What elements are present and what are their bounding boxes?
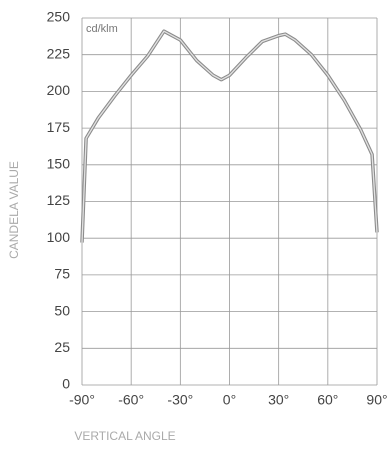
y-tick-label: 225 xyxy=(47,45,71,61)
y-axis-label: CANDELA VALUE xyxy=(7,161,21,259)
x-tick-label: 0° xyxy=(223,392,236,408)
y-tick-label: 75 xyxy=(54,266,70,282)
y-tick-label: 150 xyxy=(47,156,71,172)
x-tick-label: 90° xyxy=(366,392,387,408)
x-axis-label: VERTICAL ANGLE xyxy=(74,429,175,443)
y-tick-label: 0 xyxy=(62,376,70,392)
x-tick-label: -60° xyxy=(118,392,144,408)
y-tick-label: 175 xyxy=(47,119,71,135)
x-tick-label: -90° xyxy=(69,392,95,408)
x-tick-label: -30° xyxy=(167,392,193,408)
y-tick-label: 125 xyxy=(47,192,71,208)
unit-annotation: cd/klm xyxy=(86,23,118,35)
x-tick-label: 30° xyxy=(268,392,289,408)
y-tick-label: 200 xyxy=(47,82,71,98)
y-tick-label: 50 xyxy=(54,302,70,318)
y-tick-label: 25 xyxy=(54,339,70,355)
y-tick-label: 100 xyxy=(47,229,71,245)
y-tick-label: 250 xyxy=(47,9,71,25)
line-series-highlight xyxy=(81,30,378,243)
x-tick-label: 60° xyxy=(317,392,338,408)
